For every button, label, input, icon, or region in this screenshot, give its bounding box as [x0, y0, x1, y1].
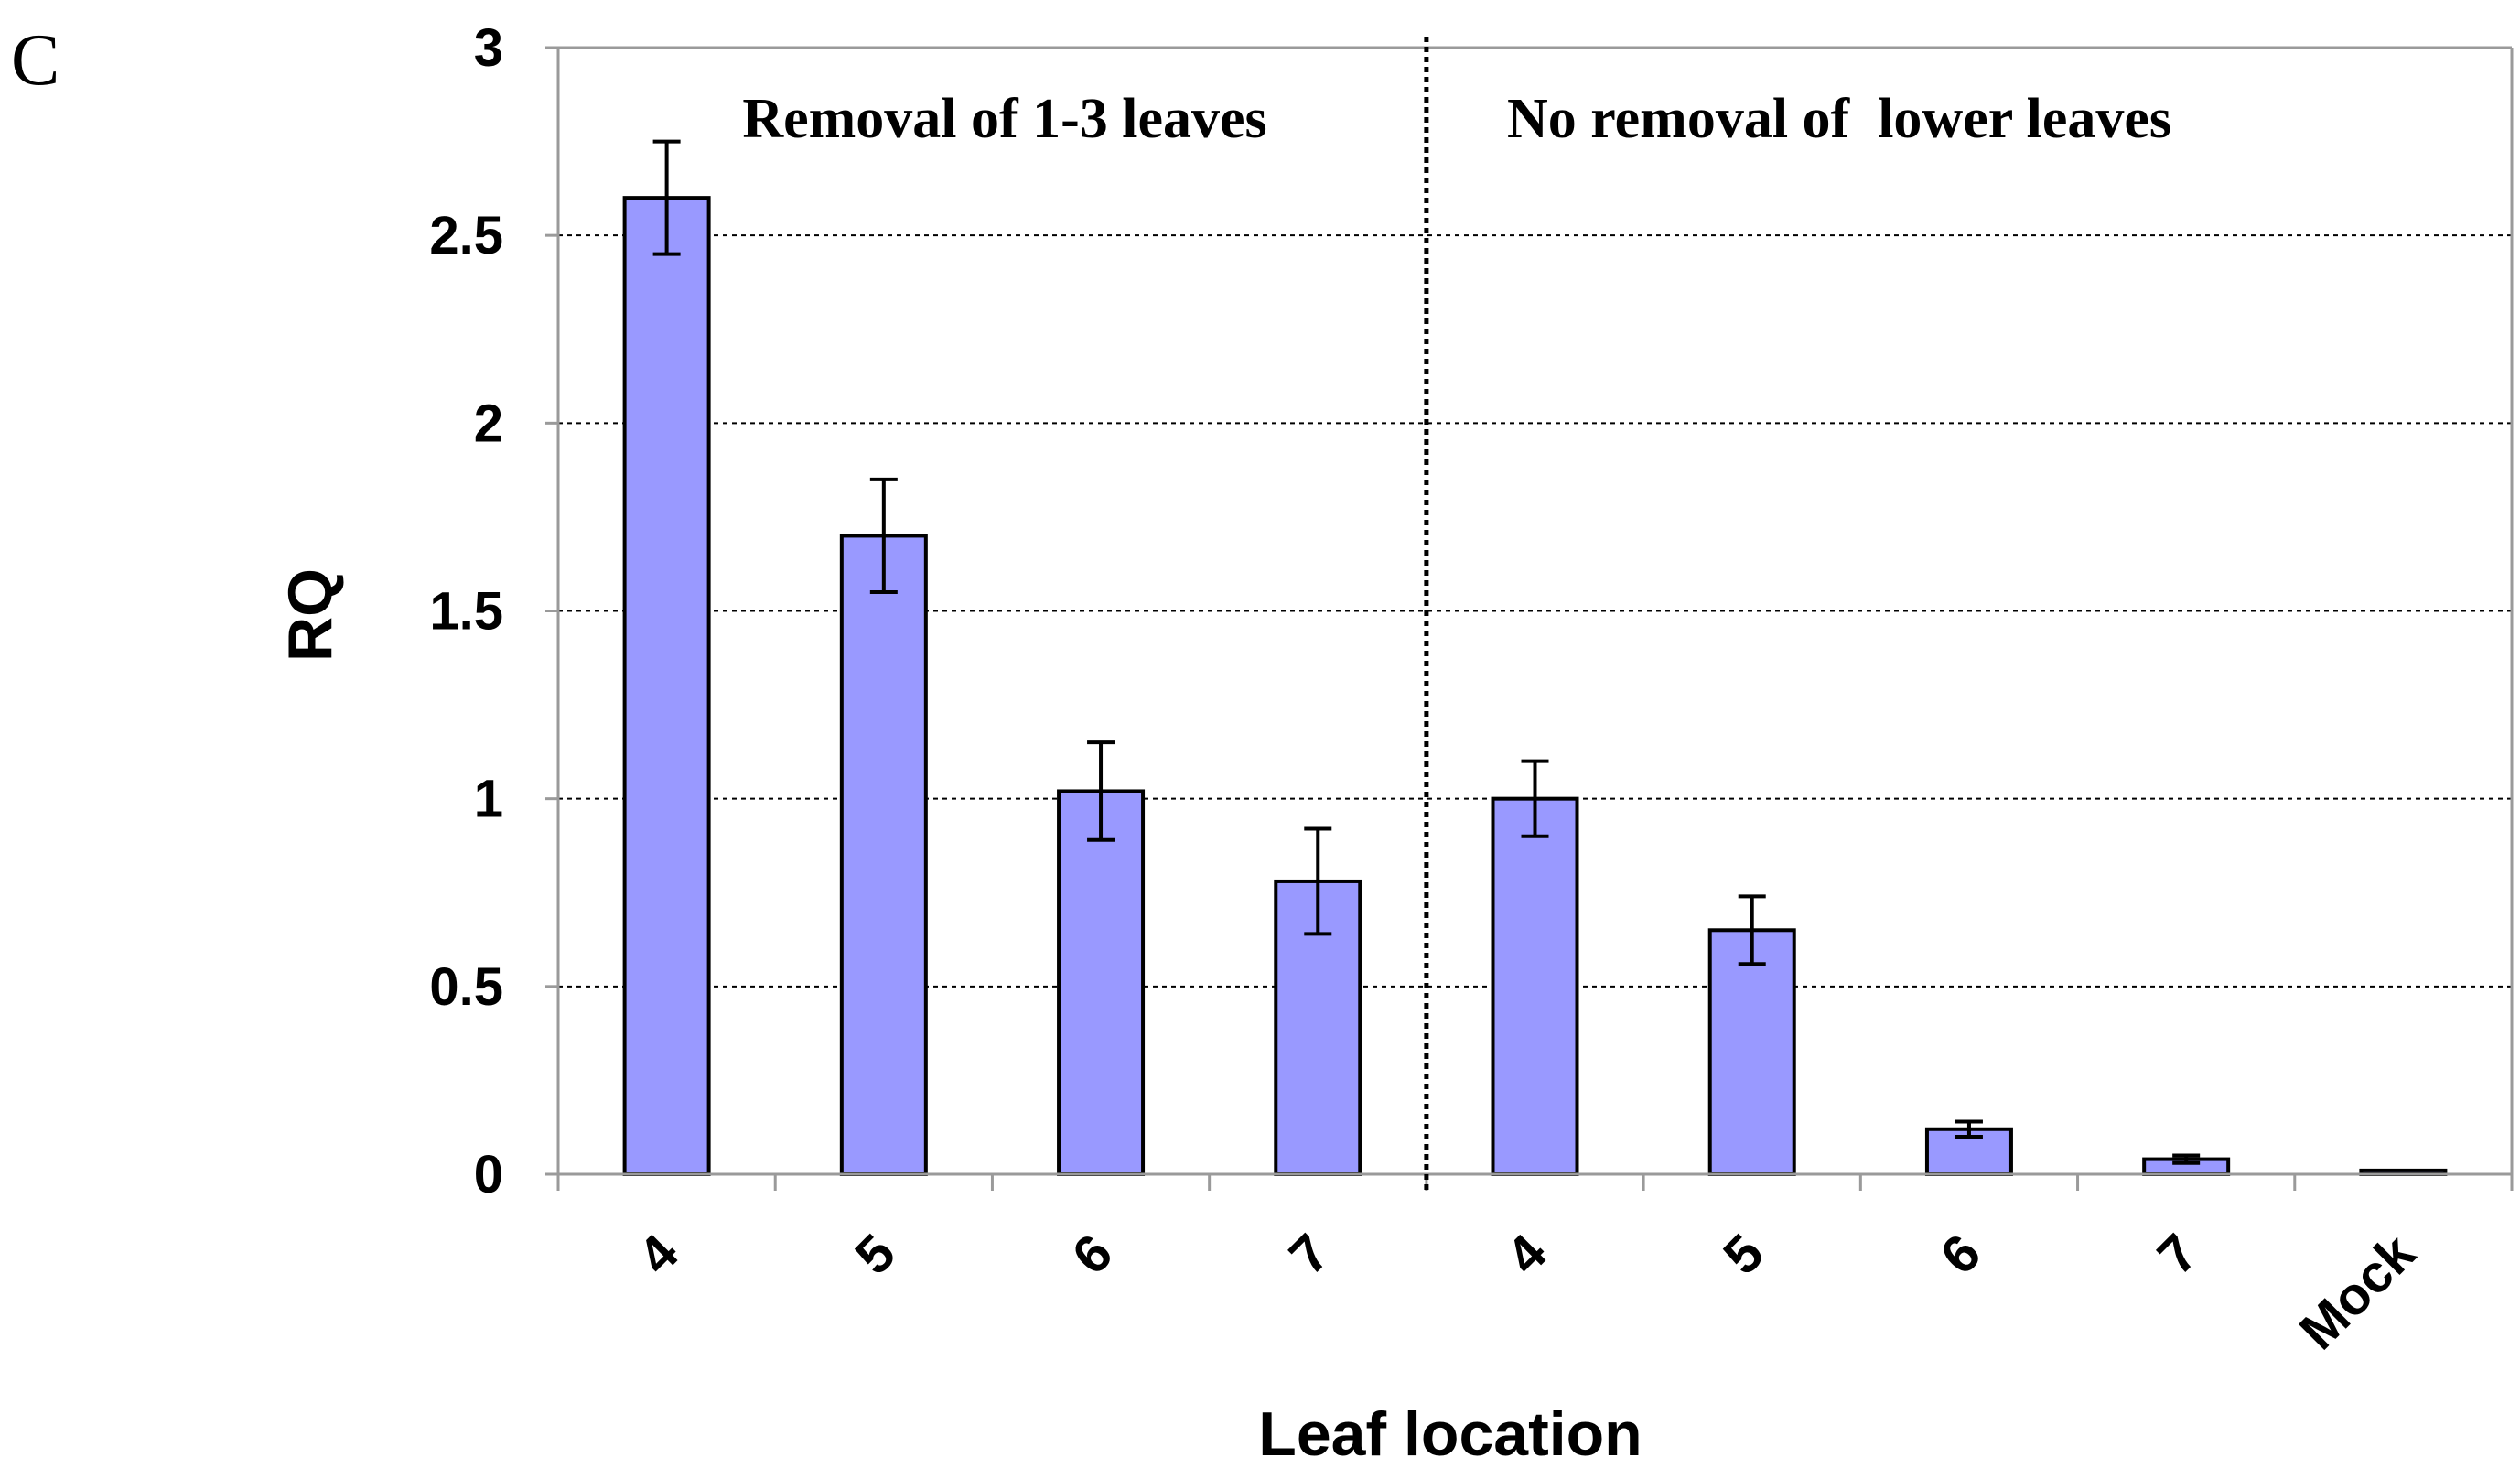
x-tick-label: 4	[1495, 1223, 1558, 1286]
y-tick-label: 0.5	[429, 957, 503, 1017]
bar-3	[1057, 789, 1146, 1177]
x-tick-label: Mock	[2288, 1223, 2427, 1361]
group-label-no-removal: No removal of lower leaves	[1507, 88, 2171, 150]
x-tick-label: 5	[1712, 1223, 1775, 1286]
bar-2	[839, 534, 928, 1176]
group-label-removal: Removal of 1-3 leaves	[742, 88, 1266, 150]
bar-5	[1491, 796, 1579, 1177]
x-tick-label: 6	[1929, 1223, 1992, 1286]
y-tick-label: 2	[474, 394, 503, 453]
bars	[622, 196, 2448, 1177]
x-axis-title: Leaf location	[1258, 1399, 1642, 1468]
y-tick-labels: 0 0.5 1 1.5 2 2.5 3	[429, 18, 503, 1204]
x-tick-labels: 4 5 6 7 4 5 6 7 Mock	[627, 1223, 2427, 1361]
y-tick-label: 1	[474, 770, 503, 829]
y-tick-label: 0	[474, 1145, 503, 1204]
x-tick-label: 4	[627, 1223, 690, 1286]
y-tick-label: 3	[474, 18, 503, 78]
bar-1	[622, 196, 711, 1177]
x-tick-label: 6	[1061, 1223, 1124, 1286]
y-tick-label: 1.5	[429, 582, 503, 642]
x-tick-label: 7	[1278, 1223, 1341, 1286]
bar-6	[1707, 928, 1796, 1176]
x-tick-label: 7	[2147, 1223, 2210, 1286]
axes	[545, 46, 2514, 1191]
error-bars	[652, 139, 2201, 1165]
y-axis-title: RQ	[275, 568, 345, 662]
panel-label: C	[11, 20, 59, 101]
x-tick-label: 5	[844, 1223, 907, 1286]
y-tick-label: 2.5	[429, 206, 503, 265]
